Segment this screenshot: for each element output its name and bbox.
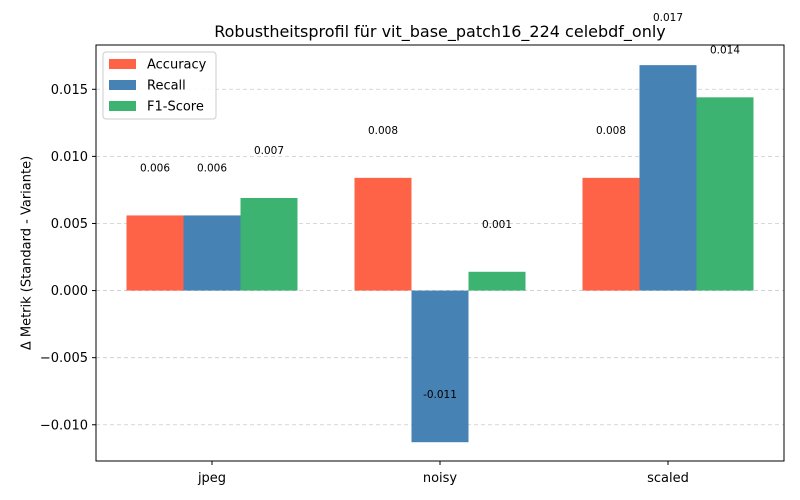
- chart-title: Robustheitsprofil für vit_base_patch16_2…: [214, 22, 666, 42]
- legend-label: Recall: [147, 79, 186, 94]
- data-label: 0.014: [710, 44, 740, 56]
- legend-swatch-recall: [109, 80, 136, 90]
- y-axis-title: Δ Metrik (Standard - Variante): [20, 156, 35, 350]
- bar-f1-score-noisy: [468, 271, 526, 291]
- data-label: 0.008: [596, 125, 626, 137]
- bar-f1-score-scaled: [696, 97, 754, 291]
- data-label: -0.011: [423, 389, 457, 401]
- y-tick-label: 0.015: [51, 83, 88, 98]
- bar-accuracy-scaled: [582, 177, 640, 291]
- data-label: 0.001: [482, 219, 512, 231]
- legend-swatch-f1-score: [109, 101, 136, 111]
- legend-label: F1-Score: [147, 100, 204, 115]
- data-label: 0.008: [368, 125, 398, 137]
- data-labels: 0.006 0.006 0.007 0.008 -0.011 0.001 0.008 0.01…: [140, 12, 740, 401]
- bar-f1-score-jpeg: [240, 197, 298, 291]
- y-tick-label: 0.000: [51, 284, 88, 299]
- data-label: 0.006: [197, 162, 227, 174]
- bar-accuracy-noisy: [354, 177, 412, 291]
- bar-recall-jpeg: [183, 215, 241, 291]
- data-label: 0.017: [653, 12, 683, 24]
- x-tick-label: jpeg: [197, 471, 226, 486]
- bar-recall-noisy: [411, 290, 469, 443]
- bar-recall-scaled: [639, 65, 697, 291]
- axes: −0.010 −0.005 0.000 0.005 0.010 0.015 jpeg nois…: [40, 44, 785, 486]
- x-tick-label: scaled: [647, 471, 689, 486]
- legend-swatch-accuracy: [109, 59, 136, 69]
- y-tick-label: 0.010: [51, 150, 88, 165]
- bars: [126, 65, 754, 443]
- data-label: 0.006: [140, 162, 170, 174]
- legend: Accuracy Recall F1-Score: [102, 51, 217, 120]
- data-label: 0.007: [254, 145, 284, 157]
- y-tick-label: −0.005: [40, 351, 88, 366]
- x-tick-label: noisy: [423, 471, 458, 486]
- bar-accuracy-jpeg: [126, 215, 184, 291]
- y-tick-label: 0.005: [51, 217, 88, 232]
- legend-label: Accuracy: [147, 58, 207, 73]
- y-tick-label: −0.010: [40, 418, 88, 433]
